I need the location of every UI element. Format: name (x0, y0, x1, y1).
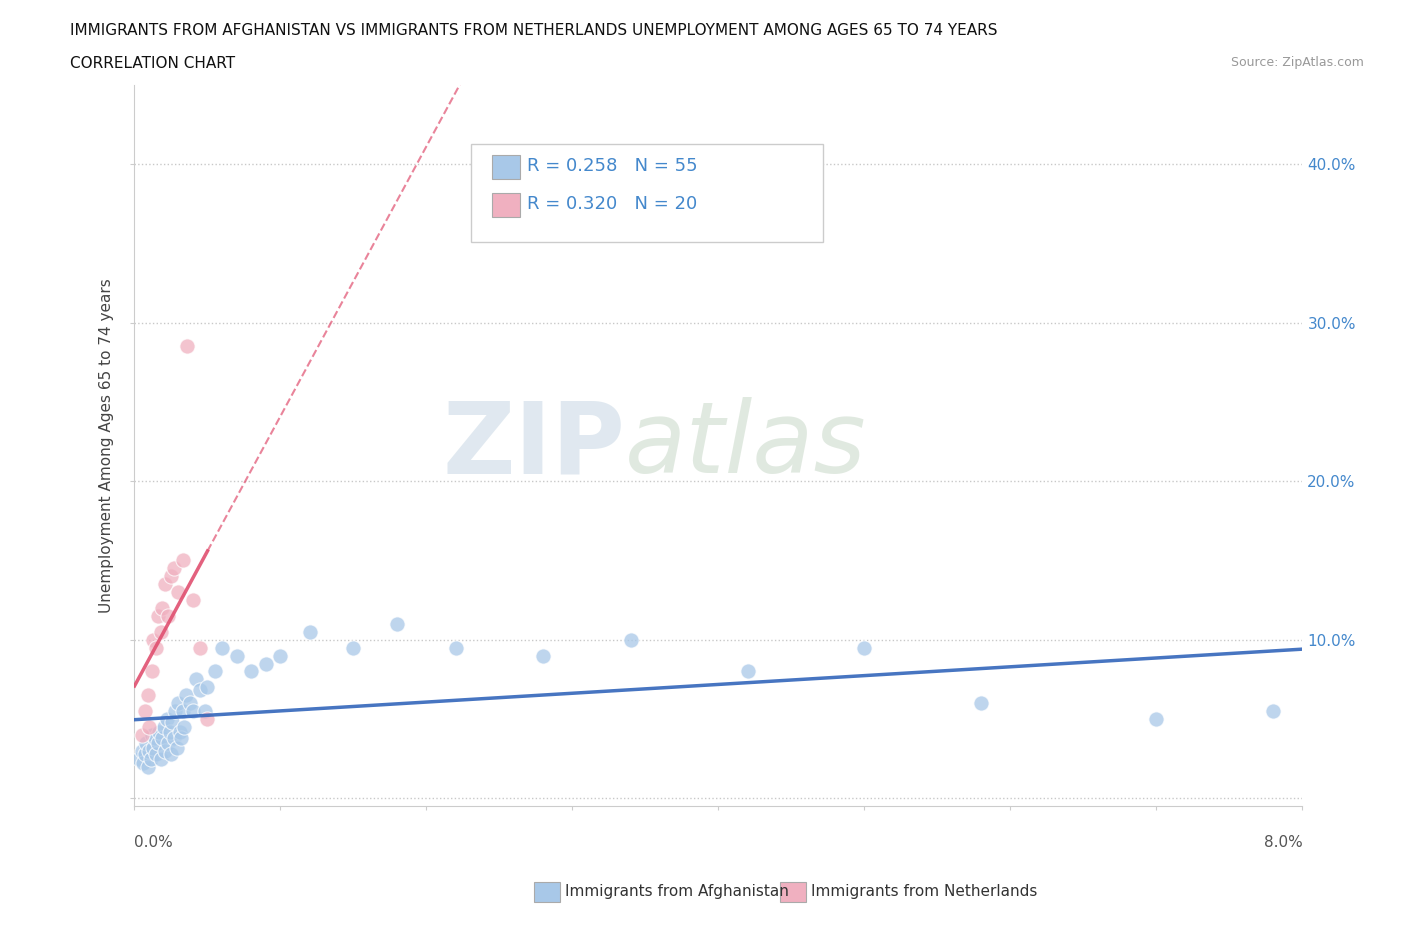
Point (170, 731, 193, 746)
Point (152, 720, 174, 735)
Point (153, 577, 176, 591)
Point (387, 617, 409, 631)
Point (141, 664, 163, 679)
Point (150, 601, 173, 616)
Point (131, 743, 153, 758)
Point (176, 339, 198, 353)
Point (184, 672, 207, 687)
Point (146, 736, 169, 751)
Y-axis label: Unemployment Among Ages 65 to 74 years: Unemployment Among Ages 65 to 74 years (100, 278, 114, 613)
Point (149, 624, 172, 639)
Point (156, 711, 179, 726)
Point (173, 720, 195, 735)
Point (1263, 704, 1285, 719)
Point (167, 585, 190, 600)
Point (138, 743, 160, 758)
Point (211, 640, 233, 655)
Point (132, 756, 155, 771)
Text: R = 0.258   N = 55: R = 0.258 N = 55 (527, 156, 697, 175)
Point (169, 724, 191, 739)
Text: IMMIGRANTS FROM AFGHANISTAN VS IMMIGRANTS FROM NETHERLANDS UNEMPLOYMENT AMONG AG: IMMIGRANTS FROM AFGHANISTAN VS IMMIGRANT… (70, 23, 998, 38)
Point (145, 747, 167, 762)
Point (531, 648, 554, 663)
Text: ZIP: ZIP (441, 397, 626, 494)
Point (134, 704, 156, 719)
Point (270, 648, 292, 663)
Point (157, 608, 180, 623)
Point (970, 696, 993, 711)
Point (141, 727, 163, 742)
Point (197, 680, 219, 695)
Point (157, 736, 180, 751)
Point (135, 736, 157, 751)
Point (160, 569, 183, 584)
Point (181, 592, 204, 607)
Point (342, 640, 364, 655)
Text: Immigrants from Afghanistan: Immigrants from Afghanistan (565, 884, 789, 899)
Point (150, 731, 173, 746)
Point (240, 664, 263, 679)
Point (128, 751, 150, 766)
Point (444, 640, 467, 655)
Point (204, 664, 226, 679)
Point (139, 751, 162, 766)
Point (163, 561, 186, 576)
Text: atlas: atlas (626, 397, 866, 494)
Point (136, 759, 159, 774)
Point (149, 751, 172, 766)
Point (166, 740, 188, 755)
Text: R = 0.320   N = 20: R = 0.320 N = 20 (527, 194, 697, 213)
Point (143, 731, 166, 746)
Point (159, 724, 181, 739)
Point (145, 640, 167, 655)
Point (153, 743, 176, 758)
Point (174, 688, 197, 703)
Text: CORRELATION CHART: CORRELATION CHART (70, 56, 235, 71)
Point (620, 632, 643, 647)
Point (1146, 711, 1168, 726)
Point (853, 640, 876, 655)
Point (146, 608, 169, 623)
Point (131, 727, 153, 742)
Text: Source: ZipAtlas.com: Source: ZipAtlas.com (1230, 56, 1364, 69)
Point (165, 704, 187, 719)
Point (188, 683, 211, 698)
Point (737, 664, 759, 679)
Point (163, 731, 186, 746)
Point (142, 632, 165, 647)
Text: 0.0%: 0.0% (135, 835, 173, 850)
Text: 8.0%: 8.0% (1264, 835, 1302, 850)
Point (160, 747, 183, 762)
Point (142, 740, 165, 755)
Text: Immigrants from Netherlands: Immigrants from Netherlands (811, 884, 1038, 899)
Point (197, 711, 219, 726)
Point (134, 747, 156, 762)
Point (136, 688, 159, 703)
Point (225, 648, 247, 663)
Point (172, 553, 194, 568)
Point (138, 720, 160, 735)
Point (298, 624, 321, 639)
Point (148, 724, 170, 739)
Point (179, 696, 201, 711)
Point (194, 704, 217, 719)
Point (172, 704, 194, 719)
Point (162, 715, 184, 730)
Point (167, 696, 190, 711)
Point (188, 640, 211, 655)
Point (181, 704, 204, 719)
Point (254, 656, 277, 671)
